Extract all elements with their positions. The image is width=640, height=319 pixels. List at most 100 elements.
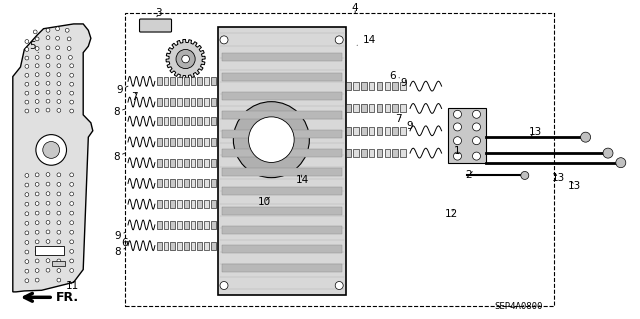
Circle shape [25,269,29,273]
Circle shape [454,137,461,145]
Circle shape [46,90,50,94]
Circle shape [25,73,29,77]
Bar [184,77,189,85]
Circle shape [454,110,461,118]
Bar [191,241,195,250]
Circle shape [35,249,39,253]
Circle shape [472,152,481,160]
Circle shape [70,240,74,244]
Polygon shape [13,24,93,292]
Bar [448,108,486,163]
Bar [211,241,216,250]
Bar [170,200,175,208]
Bar [177,159,182,167]
Circle shape [43,142,60,158]
Text: 6: 6 [390,71,399,81]
Circle shape [46,230,50,234]
Circle shape [25,193,29,197]
Circle shape [57,64,61,68]
Circle shape [35,259,39,263]
Circle shape [46,28,50,32]
Bar [353,127,359,135]
Bar [369,127,374,135]
Text: 1: 1 [454,145,460,156]
Circle shape [176,49,195,69]
Circle shape [35,240,39,244]
Circle shape [57,221,61,225]
Circle shape [56,27,60,31]
Circle shape [57,100,61,103]
Bar [184,98,189,106]
Bar [211,138,216,146]
Bar [177,200,182,208]
Circle shape [57,230,61,234]
Circle shape [35,269,39,272]
Bar [157,200,162,208]
Bar [191,77,195,85]
Text: 12: 12 [445,209,458,219]
Bar [369,149,374,157]
Bar [157,98,162,106]
Circle shape [25,202,29,206]
Bar [204,117,209,125]
Circle shape [35,47,39,50]
Bar [221,187,342,196]
Bar [377,127,382,135]
Bar [170,77,175,85]
Circle shape [454,123,461,131]
Bar [125,13,554,306]
Circle shape [335,36,343,44]
Bar [164,159,168,167]
Circle shape [70,82,74,86]
Text: 3: 3 [156,8,162,19]
Circle shape [25,48,29,51]
Bar [197,138,202,146]
Bar [197,98,202,106]
Bar [184,241,189,250]
Circle shape [57,202,61,205]
Bar [361,82,367,90]
Circle shape [70,64,74,68]
Bar [400,82,406,90]
Bar [346,104,351,113]
Circle shape [57,249,61,253]
Circle shape [70,259,74,263]
Circle shape [46,72,50,76]
Circle shape [182,55,189,63]
Text: 13: 13 [529,127,541,137]
Bar [164,221,168,229]
Circle shape [25,91,29,95]
Circle shape [56,46,60,50]
FancyBboxPatch shape [140,19,172,32]
Bar [184,117,189,125]
Bar [400,104,406,113]
Circle shape [70,230,74,234]
Circle shape [25,64,29,68]
Circle shape [36,135,67,165]
Bar [170,179,175,188]
Bar [361,127,367,135]
Bar [385,104,390,113]
Bar [204,159,209,167]
Circle shape [33,30,37,34]
Text: 11: 11 [66,281,79,292]
Bar [353,82,359,90]
Bar [191,221,195,229]
Bar [35,246,64,255]
Text: 10: 10 [258,197,271,207]
Bar [218,27,346,295]
Circle shape [57,108,61,112]
Bar [197,179,202,188]
Bar [221,130,342,138]
Circle shape [25,279,29,283]
Circle shape [56,36,60,40]
Bar [221,264,342,272]
Bar [221,53,342,62]
Bar [191,200,195,208]
Bar [204,200,209,208]
Text: 14: 14 [357,35,376,45]
Circle shape [25,183,29,187]
Bar [361,104,367,113]
Text: 8: 8 [115,247,125,257]
Text: 9: 9 [406,121,413,131]
